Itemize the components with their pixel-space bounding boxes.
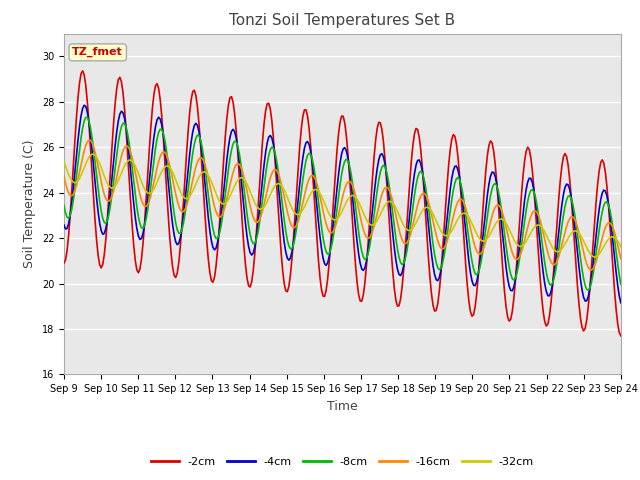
Title: Tonzi Soil Temperatures Set B: Tonzi Soil Temperatures Set B <box>229 13 456 28</box>
Text: TZ_fmet: TZ_fmet <box>72 47 123 58</box>
Legend: -2cm, -4cm, -8cm, -16cm, -32cm: -2cm, -4cm, -8cm, -16cm, -32cm <box>147 452 538 471</box>
Y-axis label: Soil Temperature (C): Soil Temperature (C) <box>23 140 36 268</box>
X-axis label: Time: Time <box>327 400 358 413</box>
